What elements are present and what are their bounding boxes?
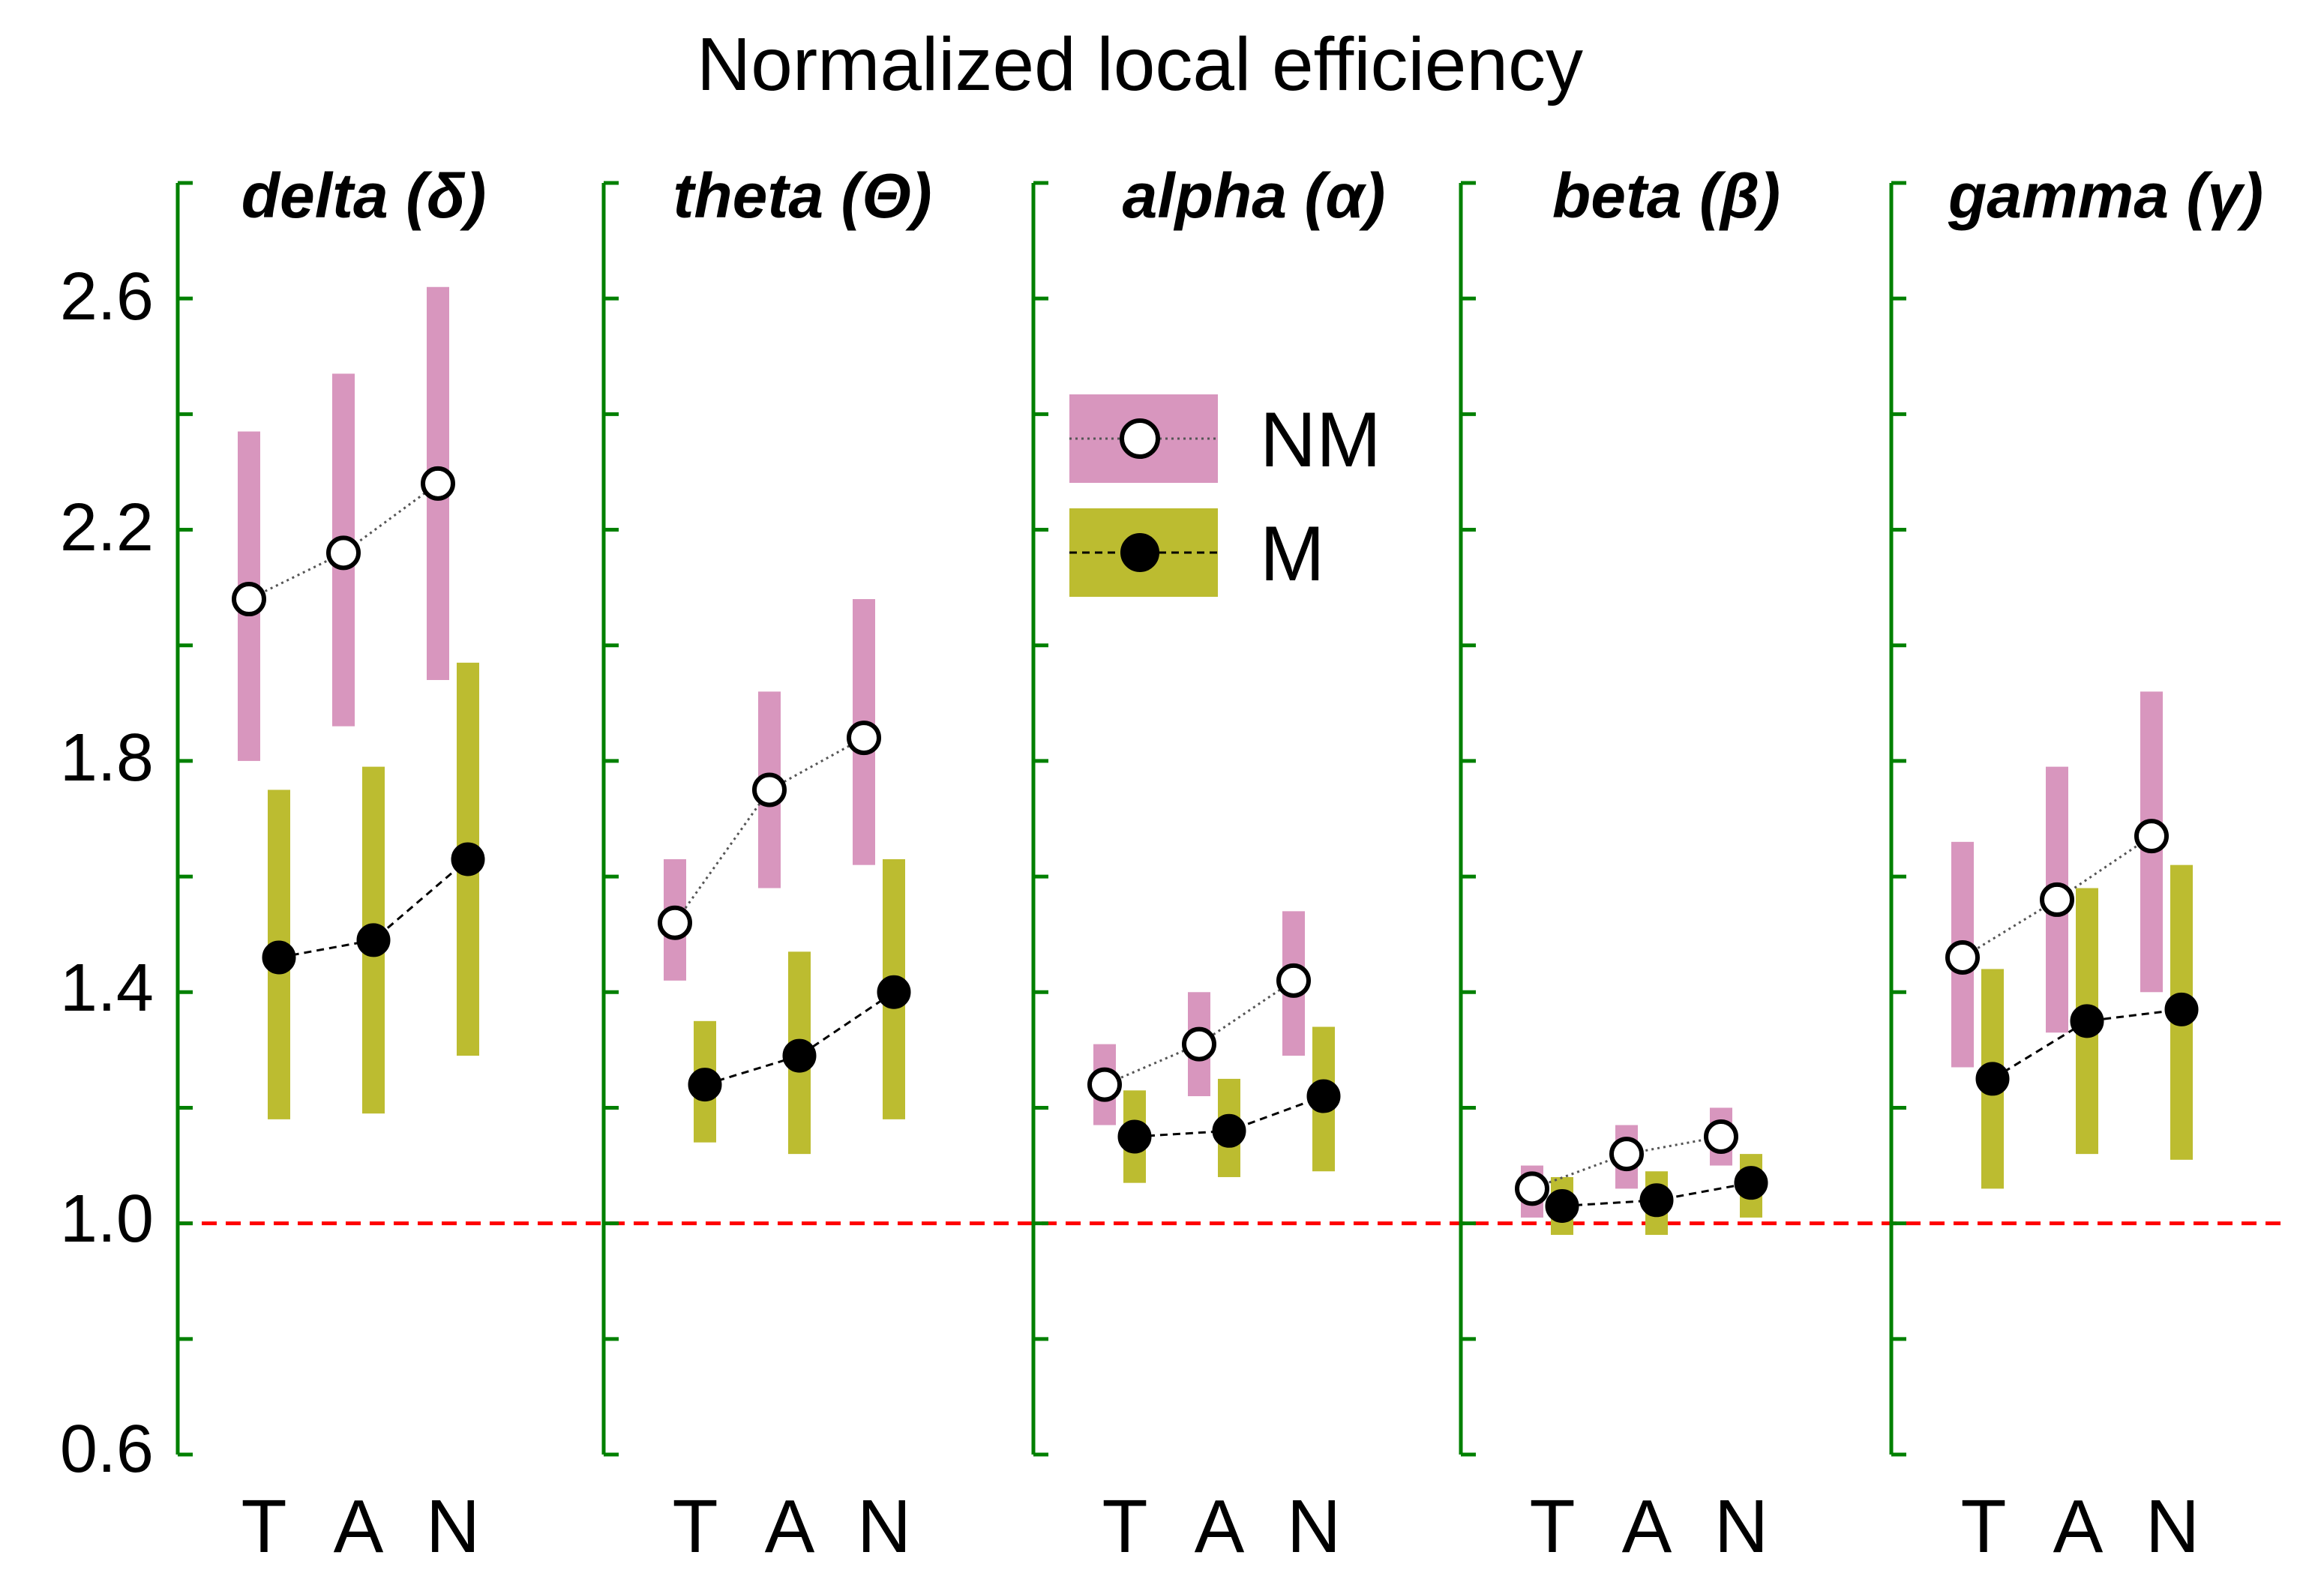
legend-marker-m <box>1120 533 1159 572</box>
category-label: T <box>672 1485 718 1569</box>
data-point-m <box>1545 1189 1579 1224</box>
y-tick-label: 2.6 <box>60 259 154 334</box>
data-point-nm <box>2040 882 2074 917</box>
data-point-m <box>1306 1079 1341 1113</box>
data-point-nm <box>2134 819 2169 854</box>
y-tick-label: 1.0 <box>60 1182 154 1257</box>
category-label: T <box>1960 1485 2006 1569</box>
category-label: T <box>1102 1485 1147 1569</box>
category-label: A <box>1622 1485 1672 1569</box>
data-point-m <box>262 940 296 975</box>
data-point-nm <box>1087 1067 1122 1102</box>
data-point-m <box>877 975 911 1009</box>
band-title-delta: delta (δ) <box>241 160 487 231</box>
category-label: N <box>1287 1485 1341 1569</box>
data-point-m <box>1117 1119 1152 1154</box>
data-point-nm <box>1182 1026 1216 1062</box>
data-point-m <box>2070 1004 2104 1038</box>
category-label: N <box>857 1485 911 1569</box>
data-point-nm <box>847 721 881 756</box>
data-point-nm <box>232 582 266 617</box>
category-labels: T A N T A N T A N T A N T A N <box>241 1485 2200 1569</box>
category-label: N <box>1714 1485 1768 1569</box>
y-tick-label: 1.4 <box>60 951 154 1026</box>
band-titles: delta (δ) theta (Θ) alpha (α) beta (β) g… <box>241 160 2263 231</box>
data-point-m <box>356 923 391 957</box>
data-point-nm <box>1515 1171 1549 1206</box>
data-point-m <box>451 842 485 876</box>
category-label: A <box>1195 1485 1245 1569</box>
data-point-m <box>1212 1113 1246 1148</box>
category-label: T <box>241 1485 286 1569</box>
y-tick-label: 1.8 <box>60 721 154 795</box>
data-point-nm <box>1276 963 1311 998</box>
category-label: A <box>765 1485 815 1569</box>
series-line-nm <box>1962 834 2152 959</box>
chart-title: Normalized local efficiency <box>697 22 1583 106</box>
band-title-gamma: gamma (γ) <box>1948 160 2263 231</box>
data-point-m <box>688 1068 722 1102</box>
category-label: N <box>426 1485 480 1569</box>
category-label: N <box>2146 1485 2200 1569</box>
band-title-alpha: alpha (α) <box>1123 160 1386 231</box>
data-point-nm <box>1704 1119 1738 1154</box>
data-point-m <box>2164 992 2199 1026</box>
data-point-m <box>1975 1062 2010 1096</box>
data-point-nm <box>752 772 787 807</box>
legend-label-nm: NM <box>1260 397 1381 484</box>
data-point-m <box>1734 1166 1768 1200</box>
data-point-nm <box>326 535 361 571</box>
category-label: T <box>1529 1485 1575 1569</box>
series-line-m <box>704 991 895 1086</box>
data-point-nm <box>1945 940 1980 975</box>
data-point-nm <box>421 466 455 501</box>
y-tick-label: 0.6 <box>60 1412 154 1487</box>
legend-marker-nm <box>1120 418 1160 459</box>
data-point-nm <box>1609 1137 1644 1172</box>
category-label: A <box>334 1485 384 1569</box>
legend-label-m: M <box>1260 511 1325 598</box>
data-point-nm <box>658 905 692 940</box>
band-title-beta: beta (β) <box>1552 160 1780 231</box>
y-tick-labels: 0.6 1.0 1.4 1.8 2.2 2.6 <box>60 259 154 1487</box>
data-point-m <box>1639 1183 1674 1218</box>
data-point-m <box>782 1038 817 1073</box>
band-title-theta: theta (Θ) <box>673 160 931 231</box>
legend: NM M <box>1069 394 1381 598</box>
y-tick-label: 2.2 <box>60 490 154 565</box>
category-label: A <box>2053 1485 2104 1569</box>
